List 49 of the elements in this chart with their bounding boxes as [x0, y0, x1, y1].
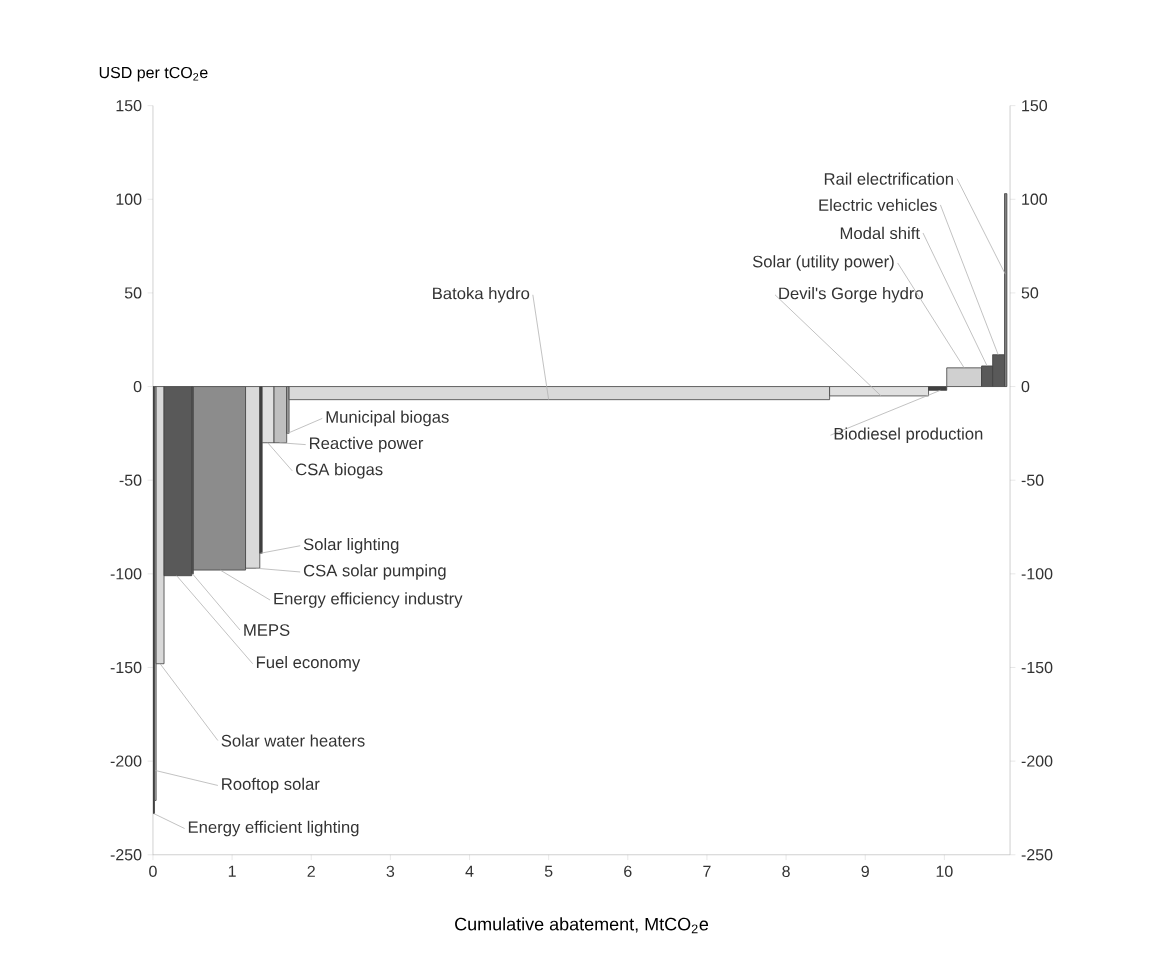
annotation: Rooftop solar — [222, 777, 320, 794]
y2-tick-label: -200 — [1021, 755, 1053, 767]
annotation: Electric vehicles — [819, 198, 937, 212]
annotation: CSA solar pumping — [303, 564, 446, 580]
x-tick-label: 0 — [149, 865, 157, 878]
annotation: Modal shift — [840, 227, 920, 240]
annotation: Batoka hydro — [433, 287, 530, 303]
annotation: Fuel economy — [256, 656, 361, 672]
y2-tick-label: -100 — [1021, 568, 1053, 580]
y2-tick-label: -50 — [1021, 474, 1044, 486]
annotation: Biodiesel production — [834, 427, 983, 444]
y-tick-label: 100 — [116, 193, 142, 206]
x-tick-label: 9 — [861, 865, 869, 878]
annotation: Energy efficient lighting — [188, 820, 359, 837]
x-tick-label: 4 — [465, 865, 474, 877]
y-tick-label: -250 — [110, 849, 142, 861]
annotation: Solar lighting — [303, 538, 399, 554]
annotation: MEPS — [244, 624, 290, 637]
annotation: Municipal biogas — [326, 410, 449, 427]
x-tick-label: 6 — [624, 865, 632, 878]
x-tick-label: 1 — [228, 865, 236, 877]
y-tick-label: -150 — [110, 661, 142, 674]
y2-tick-label: -150 — [1021, 661, 1053, 674]
y2-tick-label: 50 — [1021, 287, 1039, 299]
annotation: Reactive power — [309, 436, 424, 453]
y2-tick-label: 0 — [1021, 381, 1030, 393]
y2-tick-label: 100 — [1022, 193, 1048, 206]
x-tick-label: 10 — [936, 865, 953, 878]
annotation: Solar water heaters — [221, 734, 365, 747]
x-tick-label: 5 — [544, 865, 553, 877]
x-tick-label: 7 — [703, 865, 711, 877]
annotation: Devil's Gorge hydro — [779, 287, 923, 303]
y-tick-label: 0 — [133, 381, 142, 393]
y2-tick-label: -250 — [1021, 849, 1053, 861]
y-tick-label: -100 — [110, 568, 142, 580]
y2-tick-label: 150 — [1022, 100, 1048, 112]
y-tick-label: -200 — [110, 755, 142, 767]
x-axis-title: Cumulative abatement, MtCO$_{2}$e — [455, 917, 709, 934]
annotation: Energy efficiency industry — [274, 592, 463, 608]
x-tick-label: 2 — [307, 865, 315, 877]
annotation: Rail electrification — [824, 172, 953, 185]
y-tick-label: -50 — [119, 474, 142, 486]
annotation: CSA biogas — [296, 463, 383, 479]
y-axis-title: USD per tCO$_{2}$e — [99, 67, 208, 82]
x-tick-label: 8 — [782, 865, 790, 878]
y-tick-label: 150 — [116, 100, 142, 112]
x-tick-label: 3 — [386, 865, 395, 878]
annotation: Solar (utility power) — [752, 255, 894, 271]
y-tick-label: 50 — [124, 287, 142, 299]
